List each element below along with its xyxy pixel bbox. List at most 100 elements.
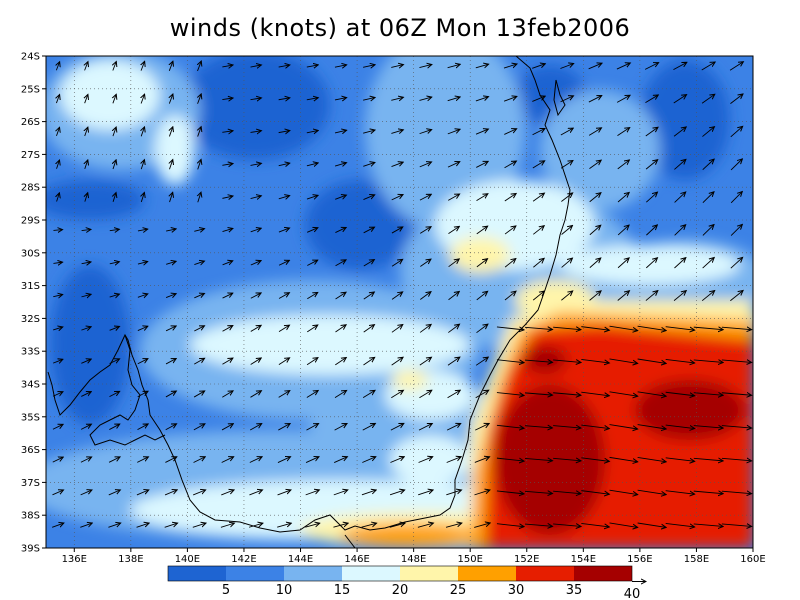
wind-vector-arrow [306,424,318,431]
wind-vector-arrow [476,194,488,202]
wind-vector-arrow [588,96,602,103]
wind-vector-arrow [194,229,204,232]
wind-vector-arrow [609,358,638,363]
wind-vector-arrow [137,457,148,463]
wind-vector-arrow [553,327,581,330]
wind-vector-arrow [448,226,459,234]
wind-vector-arrow [419,227,431,234]
wind-vector-arrow [80,523,92,528]
wind-vector-arrow [165,358,176,365]
speed-patch [340,523,480,547]
wind-vector-arrow [693,458,723,461]
wind-vector-arrow [109,391,119,398]
wind-vector-arrow [389,523,405,528]
wind-vector-arrow [617,291,630,301]
wind-vector-arrow [532,128,545,136]
wind-vector-arrow [113,61,116,71]
wind-vector-arrow [418,423,432,431]
wind-vector-arrow [446,490,461,496]
wind-vector-arrow [581,326,609,331]
wind-vector-arrow [419,390,431,399]
wind-vector-arrow [447,64,461,67]
wind-vector-arrow [141,127,144,137]
wind-vector-arrow [730,126,743,138]
wind-vector-arrow [645,95,658,104]
wind-vector-arrow [306,130,318,132]
wind-vector-arrow [194,261,204,264]
lat-tick-label: 38S [21,511,40,522]
wind-vector-arrow [307,325,318,333]
wind-vector-arrow [419,64,431,67]
wind-vector-arrow [335,195,346,200]
wind-vector-arrow [333,523,348,528]
wind-vector-arrow [702,225,714,236]
wind-vector-arrow [57,160,60,169]
wind-vector-arrow [334,130,347,133]
speed-patch [635,380,745,440]
wind-vector-arrow [108,457,120,463]
wind-vector-arrow [52,392,63,397]
wind-vector-arrow [617,192,629,203]
wind-vector-arrow [165,326,176,332]
wind-vector-arrow [141,192,144,203]
wind-vector-arrow [81,359,91,364]
wind-vector-arrow [81,294,91,297]
wind-vector-arrow [278,260,289,266]
wind-vector-arrow [109,359,120,364]
wind-vector-arrow [53,230,62,231]
wind-vector-arrow [646,192,657,203]
wind-vector-arrow [193,490,205,496]
wind-vector-arrow [335,260,346,267]
wind-vector-arrow [363,325,375,333]
wind-vector-arrow [363,130,375,133]
wind-vector-arrow [419,324,431,333]
wind-vector-arrow [419,357,432,366]
wind-vector-arrow [730,192,742,204]
wind-vector-arrow [419,130,432,135]
wind-vector-arrow [249,457,262,463]
wind-vector-arrow [80,424,91,430]
wind-vector-arrow [113,94,116,104]
wind-vector-arrow [391,324,403,333]
wind-vector-arrow [335,358,346,366]
wind-vector-arrow [417,523,434,528]
colorbar-label: 5 [222,583,230,598]
wind-vector-arrow [665,424,695,428]
wind-vector-arrow [141,160,144,170]
wind-vector-arrow [475,423,489,431]
colorbar-swatch [516,566,574,581]
wind-vector-arrow [192,523,206,528]
wind-vector-arrow [222,131,233,133]
wind-vector-arrow [693,491,723,494]
lon-tick-label: 140E [175,554,200,565]
wind-vector-arrow [447,129,460,135]
wind-vector-arrow [553,458,581,461]
wind-vector-arrow [250,65,262,67]
lat-tick-label: 35S [21,412,40,423]
wind-vector-arrow [222,65,233,67]
wind-vector-arrow [644,63,658,70]
wind-vector-arrow [581,490,609,495]
wind-vector-arrow [278,131,290,133]
wind-vector-arrow [496,393,524,396]
wind-vector-arrow [361,490,376,496]
wind-vector-arrow [588,63,602,70]
wind-vector-arrow [524,458,552,460]
wind-vector-arrow [109,229,120,230]
wind-vector-arrow [730,224,742,236]
wind-vector-arrow [553,426,581,429]
wind-vector-arrow [561,193,572,202]
wind-vector-arrow [221,424,233,431]
wind-vector-arrow [637,358,667,363]
lat-tick-label: 27S [21,150,40,161]
wind-vector-arrow [165,294,176,298]
wind-vector-arrow [391,162,404,168]
wind-vector-arrow [334,98,347,100]
wind-vector-arrow [222,358,232,365]
wind-vector-arrow [81,262,91,264]
wind-vector-arrow [278,163,290,166]
wind-vector-arrow [108,523,120,528]
wind-vector-arrow [560,128,573,136]
wind-vector-arrow [589,291,602,301]
wind-vector-arrow [419,97,431,100]
